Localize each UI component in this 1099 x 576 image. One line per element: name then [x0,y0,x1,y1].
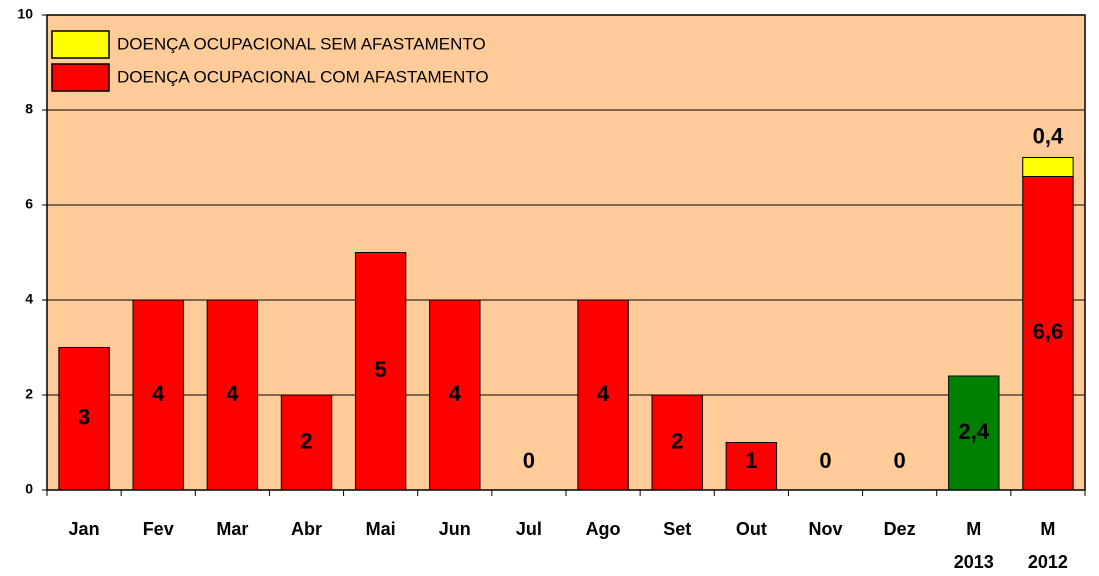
data-label: 4 [449,381,462,406]
legend-label: DOENÇA OCUPACIONAL SEM AFASTAMENTO [117,34,486,53]
x-tick-label: Jun [439,519,471,539]
x-tick-label: Dez [884,519,916,539]
legend-swatch [51,30,110,59]
data-label: 2 [300,428,312,453]
x-tick-label: Mai [366,519,396,539]
data-label: 2,4 [958,419,989,444]
bar [58,347,110,491]
x-tick-label: Mar [216,519,248,539]
data-label: 1 [745,448,757,473]
legend-swatch [51,63,110,92]
x-tick-label: 2012 [1028,552,1068,572]
bar [354,252,407,491]
bar [132,299,184,491]
bar [725,442,778,491]
bar [1022,176,1074,491]
x-tick-label: Nov [808,519,842,539]
bar [206,299,259,491]
legend-label: DOENÇA OCUPACIONAL COM AFASTAMENTO [117,67,489,86]
plot-border [46,14,1086,491]
x-tick-label: M [966,519,981,539]
x-tick-label: Out [736,519,767,539]
y-tick-label: 10 [17,6,33,22]
y-tick-label: 4 [25,291,33,307]
data-label: 4 [597,381,610,406]
x-tick-label: M [1040,519,1055,539]
data-label: 6,6 [1033,319,1064,344]
data-label: 4 [152,381,165,406]
y-tick-label: 8 [25,101,33,117]
data-label: 3 [78,405,90,430]
bar [948,375,1000,491]
data-label: 2 [671,428,683,453]
x-tick-label: Fev [143,519,174,539]
data-label: 0 [894,448,906,473]
data-label: 0 [819,448,831,473]
data-label: 4 [226,381,239,406]
data-label: 0 [523,448,535,473]
bar [651,394,703,491]
x-tick-label: 2013 [954,552,994,572]
x-tick-label: Set [663,519,691,539]
data-label: 0,4 [1033,123,1064,148]
y-tick-label: 2 [25,386,33,402]
y-tick-label: 6 [25,196,33,212]
x-tick-label: Ago [586,519,621,539]
bar [429,299,481,491]
x-tick-label: Jul [516,519,542,539]
x-tick-label: Jan [69,519,100,539]
y-tick-label: 0 [25,481,33,497]
x-tick-label: Abr [291,519,322,539]
data-label: 5 [375,357,387,382]
bar [280,394,333,491]
bar [1022,157,1074,177]
